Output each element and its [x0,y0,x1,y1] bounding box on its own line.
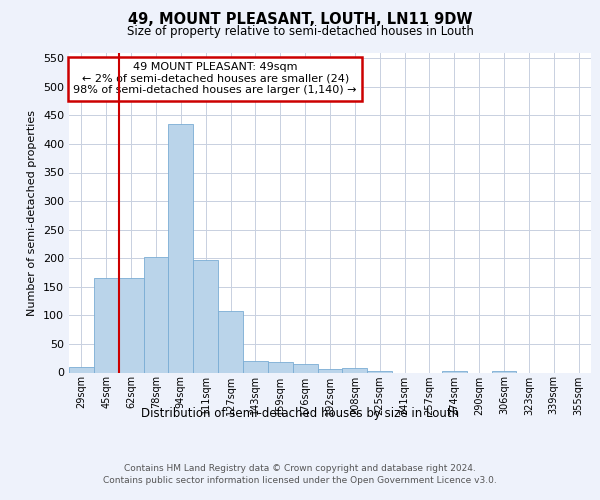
Text: Distribution of semi-detached houses by size in Louth: Distribution of semi-detached houses by … [141,408,459,420]
Bar [94,278,119,372]
Text: Contains HM Land Registry data © Crown copyright and database right 2024.: Contains HM Land Registry data © Crown c… [124,464,476,473]
Bar [442,371,467,372]
Bar [243,361,268,372]
Bar [268,362,293,372]
Bar [317,368,343,372]
Bar [491,371,517,372]
Bar [218,312,243,372]
Text: Contains public sector information licensed under the Open Government Licence v3: Contains public sector information licen… [103,476,497,485]
Bar [69,367,94,372]
Bar [343,368,367,372]
Bar [119,278,143,372]
Bar [193,260,218,372]
Text: 49, MOUNT PLEASANT, LOUTH, LN11 9DW: 49, MOUNT PLEASANT, LOUTH, LN11 9DW [128,12,472,28]
Bar [169,124,193,372]
Bar [143,256,169,372]
Text: Size of property relative to semi-detached houses in Louth: Size of property relative to semi-detach… [127,25,473,38]
Text: 49 MOUNT PLEASANT: 49sqm
← 2% of semi-detached houses are smaller (24)
98% of se: 49 MOUNT PLEASANT: 49sqm ← 2% of semi-de… [73,62,357,96]
Bar [293,364,317,372]
Y-axis label: Number of semi-detached properties: Number of semi-detached properties [28,110,37,316]
